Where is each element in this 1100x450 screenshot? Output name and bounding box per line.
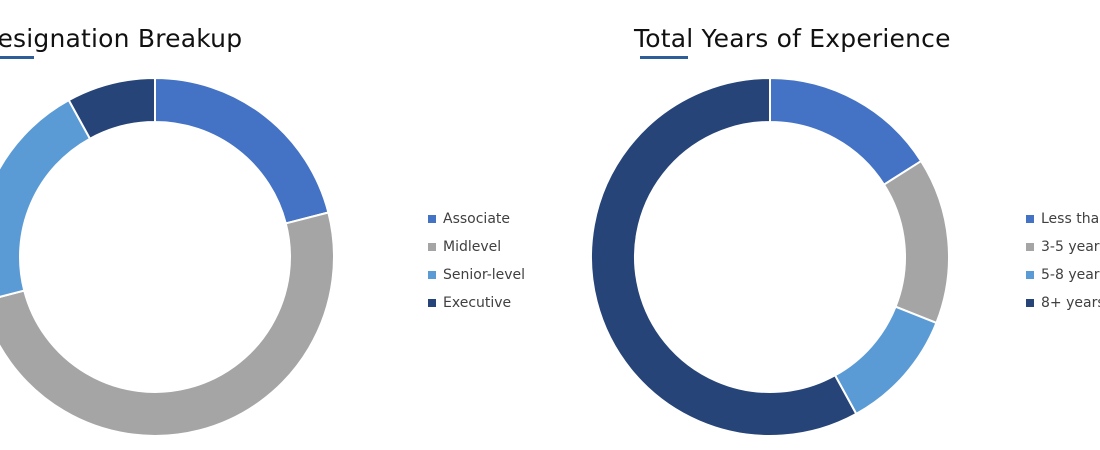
donut-slice-executive xyxy=(67,76,156,141)
designation-donut xyxy=(0,76,335,437)
legend-swatch xyxy=(428,299,436,307)
chart-title: Total Years of Experience xyxy=(634,24,951,53)
legend-swatch xyxy=(1026,299,1034,307)
legend-item: Midlevel xyxy=(428,233,525,261)
legend-swatch xyxy=(428,215,436,223)
experience-chart: Total Years of Experience Less than 3-5 … xyxy=(560,0,1100,450)
title-underline xyxy=(640,56,688,59)
legend-item: Senior-level xyxy=(428,261,525,289)
legend-swatch xyxy=(428,271,436,279)
legend-label: Executive xyxy=(443,295,512,311)
legend-item: Less than xyxy=(1026,205,1100,233)
chart-legend: Less than 3-5 years 5-8 years 8+ years xyxy=(1026,205,1100,317)
legend-item: 8+ years xyxy=(1026,289,1100,317)
legend-swatch xyxy=(428,243,436,251)
legend-label: Less than xyxy=(1041,211,1100,227)
designation-chart: Designation Breakup Associate Midlevel S… xyxy=(0,24,525,437)
legend-label: Associate xyxy=(443,211,510,227)
donut-slice-3-5-years xyxy=(882,159,950,325)
donut-slice-5-8-years xyxy=(833,305,938,416)
legend-label: 3-5 years xyxy=(1041,239,1100,255)
legend-label: 5-8 years xyxy=(1041,267,1100,283)
legend-swatch xyxy=(1026,271,1034,279)
legend-item: 3-5 years xyxy=(1026,233,1100,261)
legend-item: Executive xyxy=(428,289,525,317)
legend-swatch xyxy=(1026,243,1034,251)
title-underline xyxy=(0,56,34,59)
chart-title: Designation Breakup xyxy=(0,24,243,53)
legend-item: 5-8 years xyxy=(1026,261,1100,289)
legend-label: Senior-level xyxy=(443,267,526,283)
experience-donut xyxy=(590,76,950,437)
donut-slice-associate xyxy=(154,76,330,225)
donut-slice-midlevel xyxy=(0,211,335,437)
legend-label: Midlevel xyxy=(443,239,502,255)
legend-label: 8+ years xyxy=(1041,295,1100,311)
donut-slice-senior-level xyxy=(0,98,92,298)
donut-slice-less-than xyxy=(769,76,923,187)
chart-legend: Associate Midlevel Senior-level Executiv… xyxy=(428,205,525,317)
legend-item: Associate xyxy=(428,205,525,233)
legend-swatch xyxy=(1026,215,1034,223)
donut-slice-8-years xyxy=(590,76,858,437)
